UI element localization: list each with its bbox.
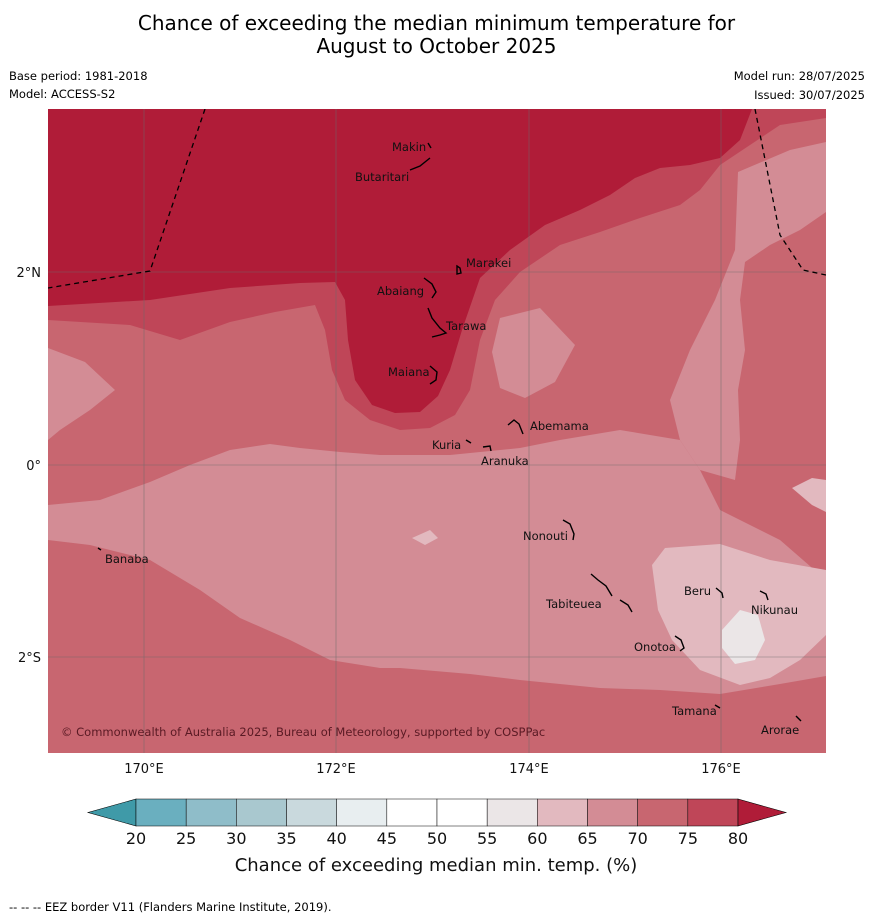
label-abemama: Abemama	[530, 419, 589, 433]
label-maiana: Maiana	[388, 365, 430, 379]
colorbar-tick-label: 45	[377, 829, 397, 848]
contour-60-65-small	[412, 530, 438, 545]
label-tamana: Tamana	[671, 704, 717, 718]
x-tick-172e: 172°E	[316, 762, 356, 777]
colorbar-tick-label: 20	[126, 829, 146, 848]
place-labels: Makin Butaritari Marakei Abaiang Tarawa …	[105, 140, 799, 737]
x-tick-176e: 176°E	[701, 762, 741, 777]
colorbar-tick-label: 80	[728, 829, 748, 848]
label-marakei: Marakei	[466, 256, 511, 270]
colorbar-tick-label: 25	[176, 829, 196, 848]
label-onotoa: Onotoa	[634, 640, 676, 654]
colorbar-tick-label: 65	[577, 829, 597, 848]
label-kuria: Kuria	[432, 438, 461, 452]
label-tabiteuea: Tabiteuea	[545, 597, 602, 611]
colorbar-segment	[135, 798, 187, 827]
colorbar-tick-label: 55	[477, 829, 497, 848]
colorbar-segment	[336, 798, 388, 827]
base-period-text: Base period: 1981-2018	[9, 69, 148, 83]
colorbar-segment	[286, 798, 337, 827]
contour-fills	[48, 109, 826, 753]
colorbar-tick-label: 70	[627, 829, 647, 848]
contour-65-70-central	[492, 308, 575, 398]
colorbar-extend-high	[737, 798, 788, 827]
colorbar-tick-label: 40	[326, 829, 346, 848]
label-beru: Beru	[684, 584, 711, 598]
colorbar-label: Chance of exceeding median min. temp. (%…	[235, 855, 638, 876]
issued-text: Issued: 30/07/2025	[754, 88, 865, 102]
label-tarawa: Tarawa	[445, 319, 486, 333]
axis-ticks: 170°E 172°E 174°E 176°E 2°N 0° 2°S	[17, 266, 741, 777]
model-text: Model: ACCESS-S2	[9, 87, 116, 101]
colorbar-segment	[537, 798, 588, 827]
label-makin: Makin	[392, 140, 426, 154]
eez-footer-note: -- -- -- EEZ border V11 (Flanders Marine…	[9, 900, 332, 914]
colorbar-segment	[436, 798, 488, 827]
contour-60-65-east	[792, 478, 826, 512]
colorbar: 20 25 30 35 40 45 50 55 60 65 70 75 80	[86, 798, 788, 848]
model-run-text: Model run: 28/07/2025	[733, 69, 865, 83]
y-tick-2n: 2°N	[17, 266, 42, 281]
y-tick-2s: 2°S	[18, 651, 41, 666]
label-nonouti: Nonouti	[523, 529, 568, 543]
island-outlines	[97, 142, 802, 722]
colorbar-extend-low	[86, 798, 137, 827]
map-title-line1: Chance of exceeding the median minimum t…	[137, 11, 736, 35]
colorbar-tick-label: 60	[527, 829, 547, 848]
x-tick-170e: 170°E	[124, 762, 164, 777]
colorbar-tick-label: 35	[276, 829, 296, 848]
label-butaritari: Butaritari	[355, 170, 409, 184]
colorbar-segment	[587, 798, 638, 827]
contour-65-70	[48, 430, 826, 694]
x-tick-174e: 174°E	[509, 762, 549, 777]
colorbar-segment	[486, 798, 538, 827]
label-aranuka: Aranuka	[481, 454, 529, 468]
colorbar-tick-label: 50	[427, 829, 447, 848]
contour-55-60	[722, 610, 765, 664]
map-title-line2: August to October 2025	[316, 34, 557, 58]
label-arorae: Arorae	[761, 723, 799, 737]
contour-65-70-east	[670, 142, 826, 480]
graticule	[48, 109, 826, 753]
label-banaba: Banaba	[105, 552, 149, 566]
colorbar-segment	[236, 798, 287, 827]
contour-65-70-west	[48, 348, 115, 440]
colorbar-tick-label: 30	[226, 829, 246, 848]
colorbar-segment	[386, 798, 438, 827]
y-tick-0: 0°	[26, 459, 41, 474]
colorbar-tick-label: 75	[678, 829, 698, 848]
copyright-text: © Commonwealth of Australia 2025, Bureau…	[61, 725, 545, 739]
colorbar-segment	[637, 798, 689, 827]
label-abaiang: Abaiang	[377, 284, 424, 298]
eez-border	[48, 109, 826, 289]
label-nikunau: Nikunau	[751, 603, 798, 617]
colorbar-segment	[687, 798, 739, 827]
map-title: Chance of exceeding the median minimum t…	[0, 12, 873, 58]
colorbar-segment	[185, 798, 237, 827]
